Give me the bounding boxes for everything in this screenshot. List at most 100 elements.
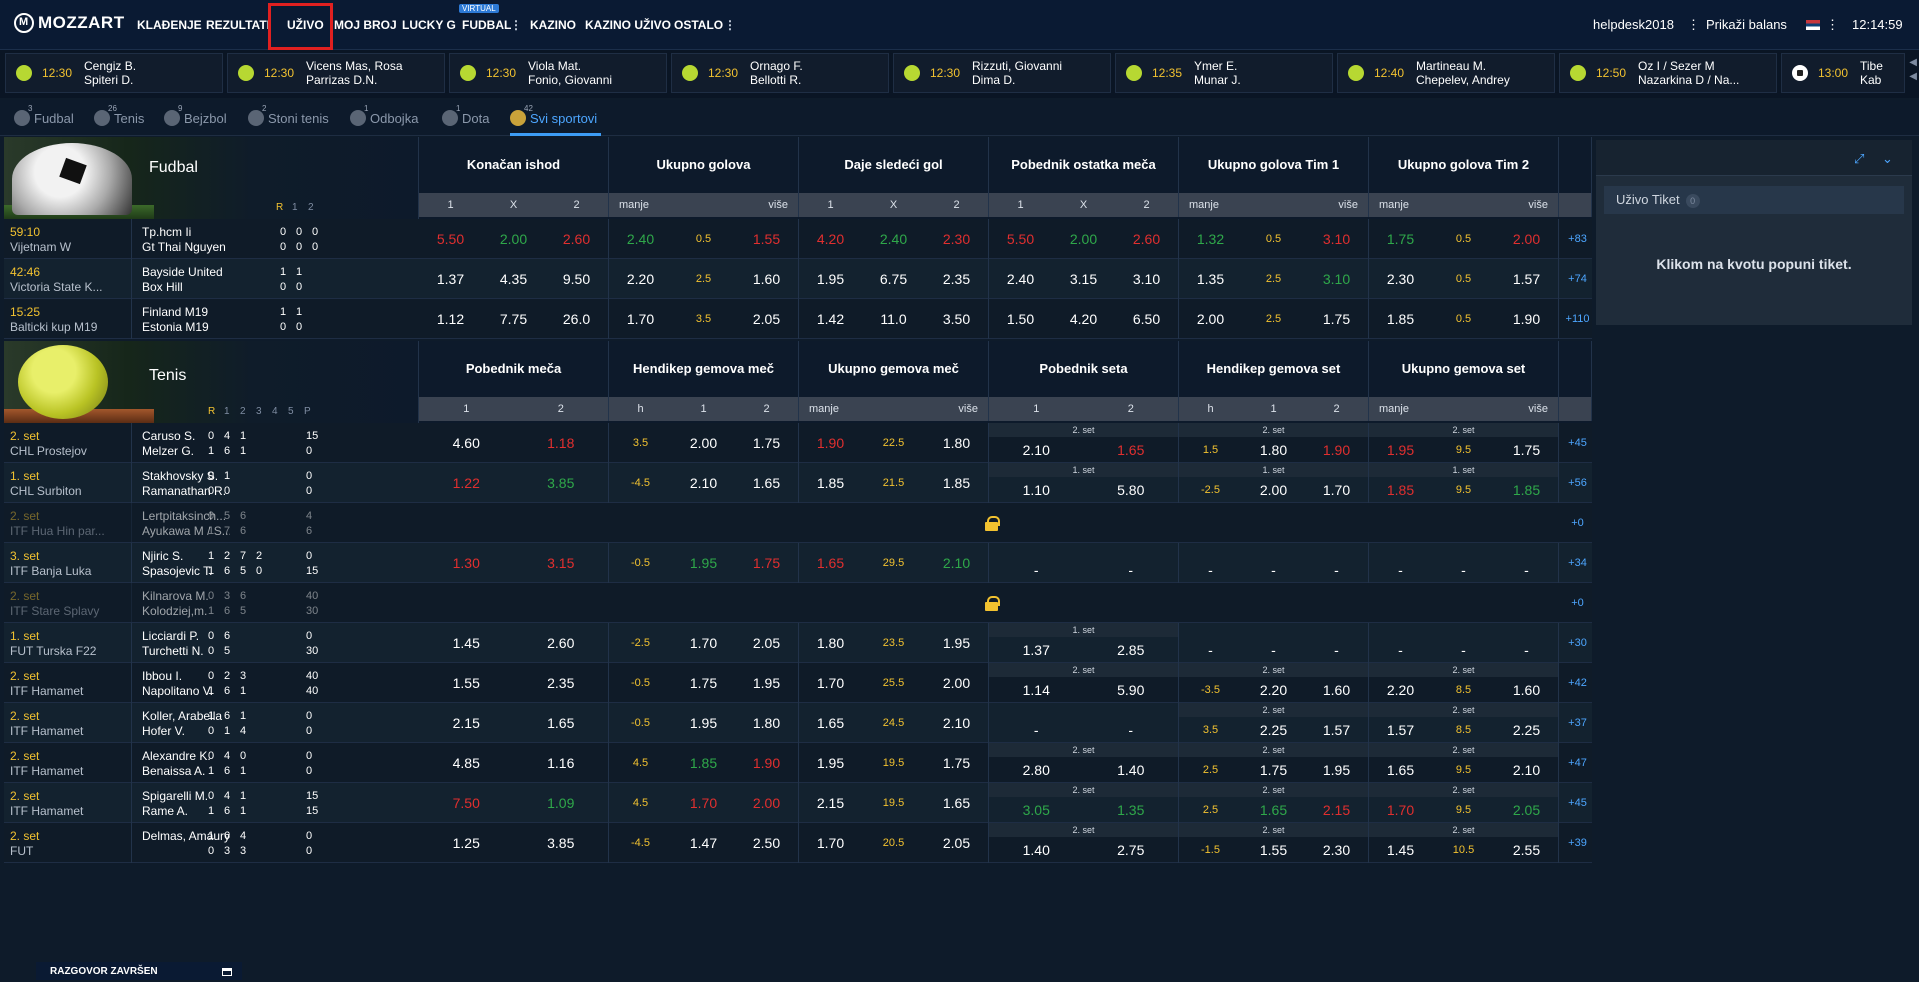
odd-value[interactable]: 1.45	[452, 635, 480, 651]
odd-value[interactable]: -2.5	[1201, 484, 1220, 496]
more-markets-link[interactable]: +30	[1568, 637, 1587, 649]
more-markets-link[interactable]: +45	[1568, 437, 1587, 449]
odd-value[interactable]: 2.15	[816, 795, 845, 811]
odd-value[interactable]: 2.20	[1259, 682, 1288, 698]
set-market-odds[interactable]: 2. set 1.14 5.90	[989, 663, 1179, 703]
market-odds[interactable]: 1.35 2.5 3.10	[1179, 259, 1369, 299]
market-odds[interactable]: 1.42 11.0 3.50	[799, 299, 989, 339]
odd-value[interactable]: 1.55	[752, 231, 781, 247]
match-row[interactable]: 1. set CHL Surbiton Stakhovsky S. Ramanatha…	[4, 463, 1592, 503]
odd-value[interactable]: 1.65	[816, 555, 845, 571]
odd-value[interactable]: -0.5	[631, 717, 650, 729]
odd-value[interactable]: 2.10	[1022, 442, 1050, 458]
odd-value[interactable]: -	[1461, 642, 1466, 658]
more-markets-link[interactable]: +42	[1568, 677, 1587, 689]
set-market-odds[interactable]: 2. set 1.45 10.5 2.55	[1369, 823, 1559, 863]
odd-value[interactable]: 9.5	[1455, 804, 1472, 816]
tab-stoni-tenis[interactable]: 2 Stoni tenis	[248, 104, 329, 126]
market-odds[interactable]: 4.20 2.40 2.30	[799, 219, 989, 259]
odd-value[interactable]: -	[1334, 642, 1339, 658]
odd-value[interactable]: 1.65	[1259, 802, 1288, 818]
market-odds[interactable]: 5.50 2.00 2.60	[989, 219, 1179, 259]
market-odds[interactable]: 7.50 1.09	[419, 783, 609, 823]
odd-value[interactable]: 1.75	[1322, 311, 1351, 327]
odd-value[interactable]: 10.5	[1452, 844, 1475, 856]
odd-value[interactable]: 3.10	[1322, 231, 1351, 247]
odd-value[interactable]: -3.5	[1201, 684, 1220, 696]
odd-value[interactable]: 1.85	[942, 475, 971, 491]
odd-value[interactable]: 1.95	[816, 755, 845, 771]
odd-value[interactable]: 1.75	[1386, 231, 1415, 247]
odd-value[interactable]: -	[1128, 562, 1134, 578]
odd-value[interactable]: 1.85	[1512, 482, 1541, 498]
more-markets-link[interactable]: +47	[1568, 757, 1587, 769]
odd-value[interactable]: 1.70	[689, 795, 718, 811]
market-odds[interactable]: -4.5 1.47 2.50	[609, 823, 799, 863]
odd-value[interactable]: 2.40	[626, 231, 655, 247]
more-markets-link[interactable]: +37	[1568, 717, 1587, 729]
show-balance-link[interactable]: Prikaži balans	[1706, 17, 1787, 32]
market-odds[interactable]: 1.30 3.15	[419, 543, 609, 583]
live-card[interactable]: 12:30 Ornago F. Bellotti R.	[671, 53, 889, 93]
market-odds[interactable]: 1.32 0.5 3.10	[1179, 219, 1369, 259]
odd-value[interactable]: -4.5	[631, 477, 650, 489]
market-odds[interactable]: 1.70 20.5 2.05	[799, 823, 989, 863]
odd-value[interactable]: 1.10	[1022, 482, 1050, 498]
live-card[interactable]: 12:30 Cengiz B. Spiteri D.	[5, 53, 223, 93]
odd-value[interactable]: 1.80	[942, 435, 971, 451]
more-markets-link[interactable]: +45	[1568, 797, 1587, 809]
market-odds[interactable]: 5.50 2.00 2.60	[419, 219, 609, 259]
odd-value[interactable]: 6.50	[1132, 311, 1161, 327]
set-market-odds[interactable]: 2. set -3.5 2.20 1.60	[1179, 663, 1369, 703]
odd-value[interactable]: 1.37	[1022, 642, 1050, 658]
odd-value[interactable]: 21.5	[882, 477, 905, 489]
odd-value[interactable]: 2.20	[1386, 682, 1415, 698]
odd-value[interactable]: -2.5	[631, 637, 650, 649]
live-card[interactable]: 12:40 Martineau M. Chepelev, Andrey	[1337, 53, 1555, 93]
odd-value[interactable]: 1.40	[1022, 842, 1050, 858]
odd-value[interactable]: 1.65	[547, 715, 575, 731]
odd-value[interactable]: 2.00	[689, 435, 718, 451]
odd-value[interactable]: 1.45	[1386, 842, 1415, 858]
odd-value[interactable]: 1.70	[626, 311, 655, 327]
market-odds[interactable]: 1.85 0.5 1.90	[1369, 299, 1559, 339]
match-row[interactable]: 2. set ITF Hamamet Alexandre K. Benaissa A.…	[4, 743, 1592, 783]
odd-value[interactable]: 3.85	[547, 835, 575, 851]
odd-value[interactable]: 22.5	[882, 437, 905, 449]
odd-value[interactable]: 1.70	[1386, 802, 1415, 818]
match-row[interactable]: 2. set ITF Hamamet Spigarelli M. Rame A. 0 4 1…	[4, 783, 1592, 823]
match-row[interactable]: 2. set CHL Prostejov Caruso S. Melzer G. 0 4 1…	[4, 423, 1592, 463]
more-dots-icon[interactable]: ⋮	[510, 18, 522, 32]
odd-value[interactable]: 2.00	[1512, 231, 1541, 247]
market-odds[interactable]: 3.5 2.00 1.75	[609, 423, 799, 463]
set-market-odds[interactable]: 2. set 3.5 2.25 1.57	[1179, 703, 1369, 743]
nav-ostalo[interactable]: OSTALO	[674, 18, 724, 32]
match-row[interactable]: 2. set ITF Stare Splavy Kilnarova M. Kolodz…	[4, 583, 1592, 623]
odd-value[interactable]: 1.95	[689, 555, 718, 571]
market-odds[interactable]: 1.50 4.20 6.50	[989, 299, 1179, 339]
odd-value[interactable]: 1.35	[1196, 271, 1225, 287]
odd-value[interactable]: 1.75	[689, 675, 718, 691]
odd-value[interactable]: 2.00	[1196, 311, 1225, 327]
odd-value[interactable]: 2.25	[1512, 722, 1541, 738]
set-market-odds[interactable]: 1. set 1.85 9.5 1.85	[1369, 463, 1559, 503]
live-card[interactable]: 12:50 Oz I / Sezer M Nazarkina D / Na...	[1559, 53, 1777, 93]
odd-value[interactable]: -	[1208, 642, 1213, 658]
odd-value[interactable]: 1.75	[1512, 442, 1541, 458]
odd-value[interactable]: 8.5	[1455, 724, 1472, 736]
market-odds[interactable]: 2.40 0.5 1.55	[609, 219, 799, 259]
odd-value[interactable]: 1.75	[942, 755, 971, 771]
nav-kladjenje[interactable]: KLAĐENJE	[137, 18, 202, 32]
odd-value[interactable]: 7.50	[452, 795, 480, 811]
market-odds[interactable]: -0.5 1.75 1.95	[609, 663, 799, 703]
market-odds[interactable]: -0.5 1.95 1.75	[609, 543, 799, 583]
odd-value[interactable]: 1.75	[752, 555, 781, 571]
set-market-odds[interactable]: 1. set 1.10 5.80	[989, 463, 1179, 503]
odd-value[interactable]: 1.32	[1196, 231, 1225, 247]
market-odds[interactable]: 4.60 1.18	[419, 423, 609, 463]
odd-value[interactable]: 1.60	[752, 271, 781, 287]
nav-lucky-g[interactable]: LUCKY G	[402, 18, 456, 32]
odd-value[interactable]: 1.37	[436, 271, 465, 287]
odd-value[interactable]: 1.60	[1512, 682, 1541, 698]
tab-svi-sportovi[interactable]: 42 Svi sportovi	[510, 104, 602, 136]
